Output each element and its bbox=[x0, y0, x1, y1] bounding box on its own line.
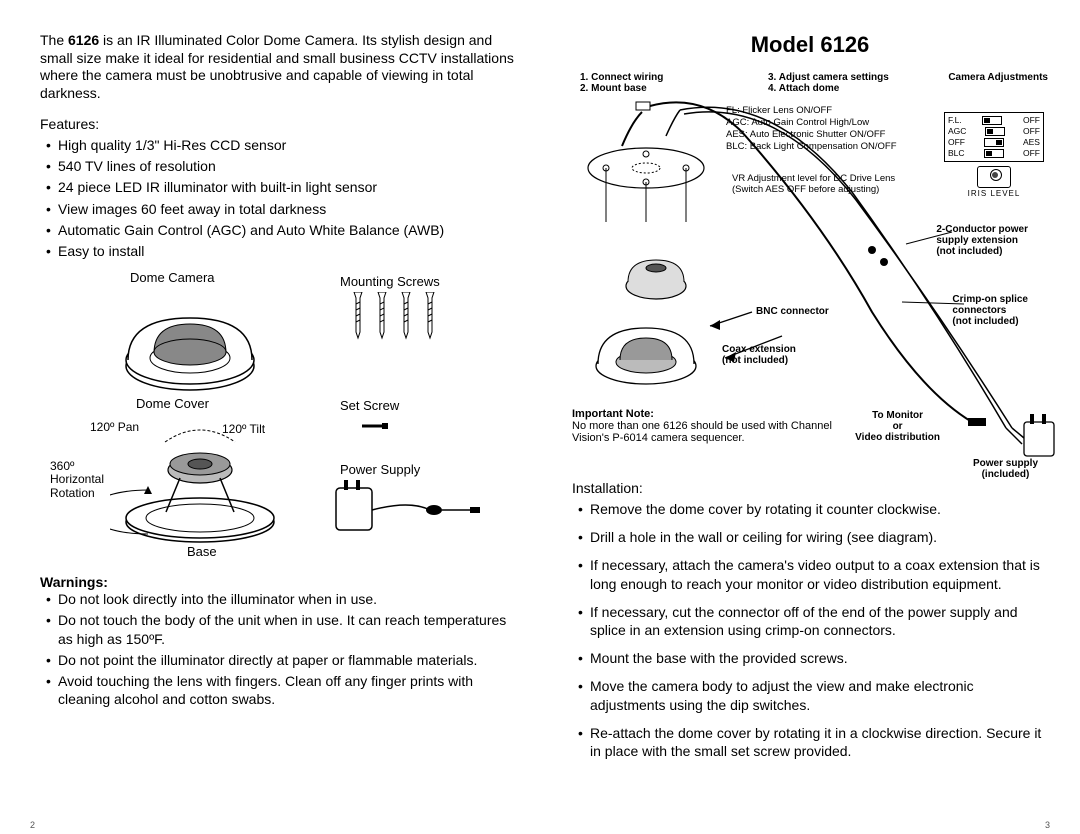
dome-camera-illustration bbox=[120, 288, 260, 398]
feature-item: View images 60 feet away in total darkne… bbox=[40, 200, 516, 218]
feature-item: Automatic Gain Control (AGC) and Auto Wh… bbox=[40, 221, 516, 239]
bnc-label: BNC connector bbox=[756, 306, 829, 317]
feature-item: 540 TV lines of resolution bbox=[40, 157, 516, 175]
package-contents-diagram: Dome Camera Mounting Screws Dome Cover 1… bbox=[40, 266, 516, 566]
feature-item: High quality 1/3" Hi-Res CCD sensor bbox=[40, 136, 516, 154]
install-step: If necessary, attach the camera's video … bbox=[572, 556, 1048, 592]
page-number-right: 3 bbox=[1045, 820, 1050, 830]
features-list: High quality 1/3" Hi-Res CCD sensor 540 … bbox=[40, 136, 516, 260]
page-right: Model 6126 1. Connect wiring 2. Mount ba… bbox=[560, 20, 1060, 782]
intro-model: 6126 bbox=[68, 32, 99, 48]
coax-ext-label: Coax extension (not included) bbox=[722, 344, 796, 366]
important-note-title: Important Note: bbox=[572, 408, 654, 420]
important-note: Important Note: No more than one 6126 sh… bbox=[572, 408, 832, 444]
intro-prefix: The bbox=[40, 32, 68, 48]
important-note-body: No more than one 6126 should be used wit… bbox=[572, 420, 832, 444]
warning-item: Do not look directly into the illuminato… bbox=[40, 590, 516, 608]
page-number-left: 2 bbox=[30, 820, 35, 830]
base-illustration bbox=[110, 420, 290, 546]
set-screw-illustration bbox=[360, 416, 400, 436]
warning-item: Do not touch the body of the unit when i… bbox=[40, 611, 516, 647]
installation-list: Remove the dome cover by rotating it cou… bbox=[572, 500, 1048, 760]
warnings-heading: Warnings: bbox=[40, 574, 516, 590]
power-supply-illustration bbox=[330, 480, 500, 540]
conductor-power-label: 2-Conductor power supply extension (not … bbox=[936, 224, 1028, 257]
feature-item: Easy to install bbox=[40, 242, 516, 260]
warnings-list: Do not look directly into the illuminato… bbox=[40, 590, 516, 708]
install-step: Move the camera body to adjust the view … bbox=[572, 677, 1048, 713]
feature-item: 24 piece LED IR illuminator with built-i… bbox=[40, 178, 516, 196]
warning-item: Avoid touching the lens with fingers. Cl… bbox=[40, 672, 516, 708]
label-set-screw: Set Screw bbox=[340, 398, 399, 413]
crimp-label: Crimp-on splice connectors (not included… bbox=[952, 294, 1028, 327]
power-supply-inc-label: Power supply (included) bbox=[973, 458, 1038, 480]
warning-item: Do not point the illuminator directly at… bbox=[40, 651, 516, 669]
intro-paragraph: The 6126 is an IR Illuminated Color Dome… bbox=[40, 32, 516, 102]
install-step: If necessary, cut the connector off of t… bbox=[572, 603, 1048, 639]
install-step: Remove the dome cover by rotating it cou… bbox=[572, 500, 1048, 518]
label-dome-cover: Dome Cover bbox=[136, 396, 209, 411]
installation-diagram: 1. Connect wiring 2. Mount base 3. Adjus… bbox=[572, 72, 1048, 472]
intro-body: is an IR Illuminated Color Dome Camera. … bbox=[40, 32, 514, 101]
label-mounting-screws: Mounting Screws bbox=[340, 274, 440, 289]
install-step: Drill a hole in the wall or ceiling for … bbox=[572, 528, 1048, 546]
screws-illustration bbox=[340, 292, 460, 352]
label-dome-camera: Dome Camera bbox=[130, 270, 215, 285]
features-heading: Features: bbox=[40, 116, 516, 132]
install-step: Mount the base with the provided screws. bbox=[572, 649, 1048, 667]
to-monitor-label: To Monitor or Video distribution bbox=[855, 410, 940, 443]
install-step: Re-attach the dome cover by rotating it … bbox=[572, 724, 1048, 760]
page-title: Model 6126 bbox=[572, 32, 1048, 58]
installation-heading: Installation: bbox=[572, 480, 1048, 496]
label-power-supply: Power Supply bbox=[340, 462, 420, 477]
label-base: Base bbox=[187, 544, 217, 559]
page-left: The 6126 is an IR Illuminated Color Dome… bbox=[28, 20, 528, 723]
